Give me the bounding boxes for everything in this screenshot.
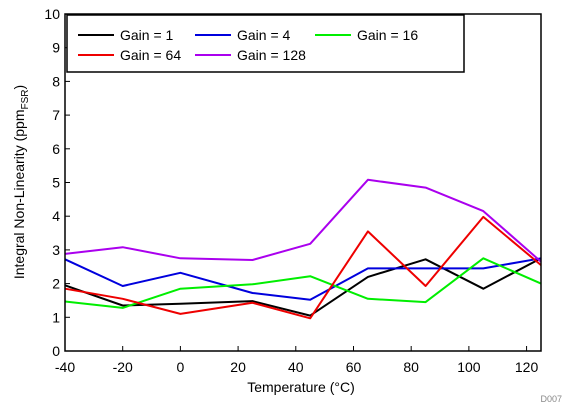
x-tick-label: 120 xyxy=(515,359,539,375)
x-tick-label: 40 xyxy=(288,359,304,375)
legend-label-5: Gain = 128 xyxy=(237,47,306,63)
y-tick-label: 1 xyxy=(52,309,60,325)
x-tick-label: 0 xyxy=(176,359,184,375)
plot-layer xyxy=(64,178,542,320)
legend-label-3: Gain = 16 xyxy=(357,27,418,43)
legend: Gain = 1 Gain = 4 Gain = 16 Gain = 64 Gain =… xyxy=(66,14,465,73)
x-axis-title: Temperature (°C) xyxy=(247,379,355,395)
y-tick-label: 8 xyxy=(52,73,60,89)
legend-label-1: Gain = 1 xyxy=(120,27,174,43)
y-tick-label: 10 xyxy=(44,6,60,22)
y-tick-label: 6 xyxy=(52,141,60,157)
x-tick-label: 100 xyxy=(457,359,481,375)
x-tick-label: 60 xyxy=(346,359,362,375)
y-tick-label: 2 xyxy=(52,276,60,292)
series-line-1 xyxy=(64,257,542,317)
legend-label-2: Gain = 4 xyxy=(237,27,291,43)
legend-box xyxy=(66,14,465,73)
series-line-2 xyxy=(64,257,542,301)
axes-layer: 0 1 2 3 4 5 6 7 8 9 10 -40 -20 0 20 40 60 80 100 120 xyxy=(44,6,542,375)
y-tick-label: 9 xyxy=(52,40,60,56)
legend-label-4: Gain = 64 xyxy=(120,47,181,63)
series-line-4 xyxy=(64,215,542,320)
x-tick-label: 80 xyxy=(403,359,419,375)
y-tick-label: 3 xyxy=(52,242,60,258)
x-tick-label: 20 xyxy=(230,359,246,375)
figure-id-footnote: D007 xyxy=(540,394,562,404)
y-axis-title-main: Integral Non-Linearity (ppm xyxy=(11,110,27,280)
series-line-3 xyxy=(64,257,542,309)
x-tick-label: -20 xyxy=(113,359,133,375)
y-tick-label: 4 xyxy=(52,208,60,224)
y-axis-title: Integral Non-Linearity (ppmFSR) xyxy=(11,85,31,279)
y-axis-title-subscript: FSR xyxy=(20,90,31,110)
x-tick-label: -40 xyxy=(55,359,75,375)
series-line-5 xyxy=(64,178,542,263)
y-tick-label: 7 xyxy=(52,107,60,123)
y-tick-label: 0 xyxy=(52,343,60,359)
y-tick-label: 5 xyxy=(52,175,60,191)
y-axis-title-close: ) xyxy=(11,85,27,90)
